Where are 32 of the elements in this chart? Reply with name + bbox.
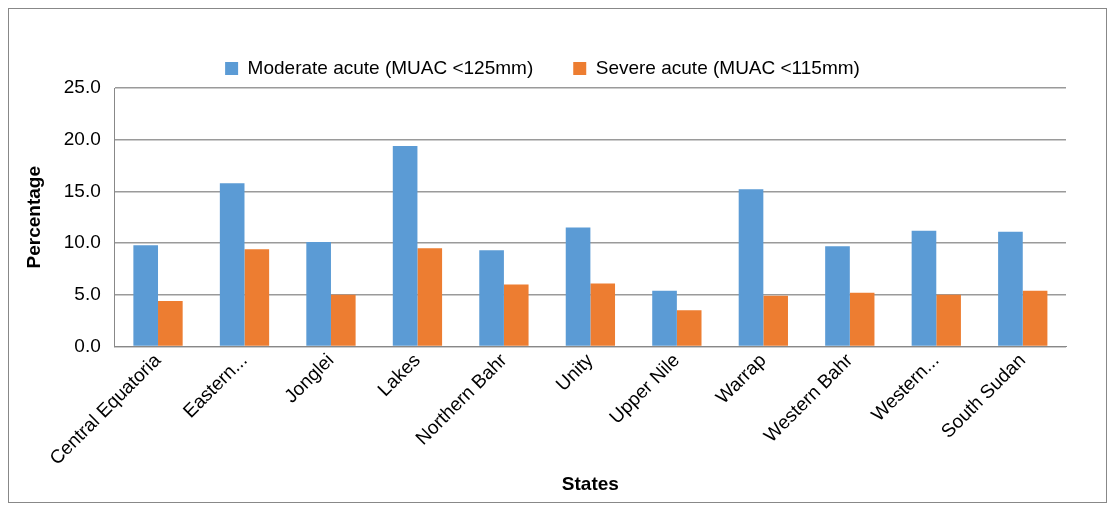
bar	[306, 242, 331, 346]
y-tick-label: 0.0	[74, 334, 101, 356]
x-axis-title: States	[561, 472, 619, 494]
bar	[244, 249, 270, 346]
bar	[133, 245, 159, 346]
bar	[652, 290, 677, 346]
bar	[158, 301, 183, 346]
y-tick-label: 10.0	[63, 231, 101, 253]
bar	[417, 248, 443, 346]
bar	[503, 284, 529, 346]
bar	[590, 283, 616, 346]
y-tick-label: 20.0	[63, 127, 101, 149]
bar	[763, 295, 788, 346]
bar	[392, 145, 418, 346]
bar	[849, 292, 875, 346]
bar	[330, 294, 356, 346]
y-tick-label: 5.0	[74, 283, 101, 305]
bar	[219, 183, 245, 346]
legend-label: Moderate acute (MUAC <125mm)	[247, 56, 534, 78]
y-tick-label: 25.0	[63, 76, 101, 98]
legend-label: Severe acute (MUAC <115mm)	[595, 56, 860, 78]
bar	[936, 294, 961, 346]
bar	[479, 250, 504, 346]
bar	[738, 189, 764, 346]
bar	[825, 246, 850, 346]
bar	[676, 310, 702, 346]
bar	[911, 230, 937, 346]
bar	[565, 227, 591, 346]
bar	[1022, 290, 1048, 346]
bar	[998, 231, 1023, 346]
y-tick-label: 15.0	[63, 179, 101, 201]
y-axis-title: Percentage	[22, 166, 44, 269]
